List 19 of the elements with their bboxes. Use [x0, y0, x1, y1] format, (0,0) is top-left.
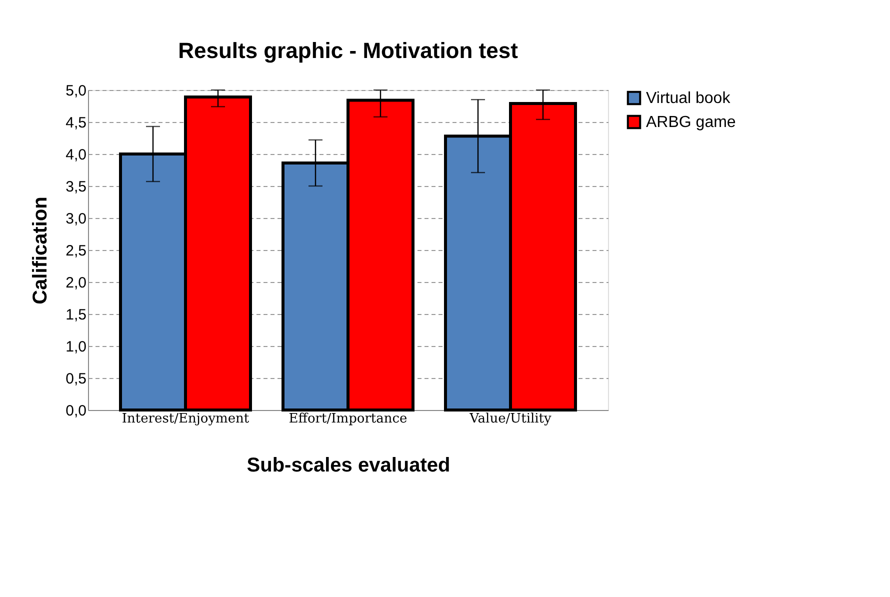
y-tick-label: 5,0	[66, 82, 86, 100]
y-tick-label: 0,0	[66, 402, 86, 420]
y-tick-label: 2,5	[66, 242, 86, 260]
y-tick-label: 3,0	[66, 210, 86, 228]
x-tick-label: Value/Utility	[468, 412, 552, 426]
y-axis-title: Calification	[30, 196, 52, 304]
y-tick-label: 1,0	[66, 338, 86, 356]
y-tick-label: 0,5	[66, 370, 86, 388]
legend-label: Virtual book	[646, 90, 732, 107]
x-tick-label: Interest/Enjoyment	[122, 412, 250, 426]
chart-title: Results graphic - Motivation test	[178, 38, 519, 63]
x-axis-title: Sub-scales evaluated	[246, 454, 450, 476]
y-tick-label: 4,0	[66, 146, 86, 164]
legend-label: ARBG game	[646, 114, 736, 131]
y-tick-label: 2,0	[66, 274, 86, 292]
x-tick-label: Effort/Importance	[288, 412, 408, 426]
y-tick-label: 3,5	[66, 178, 86, 196]
y-tick-label: 1,5	[66, 306, 86, 324]
y-tick-label: 4,5	[66, 114, 86, 132]
